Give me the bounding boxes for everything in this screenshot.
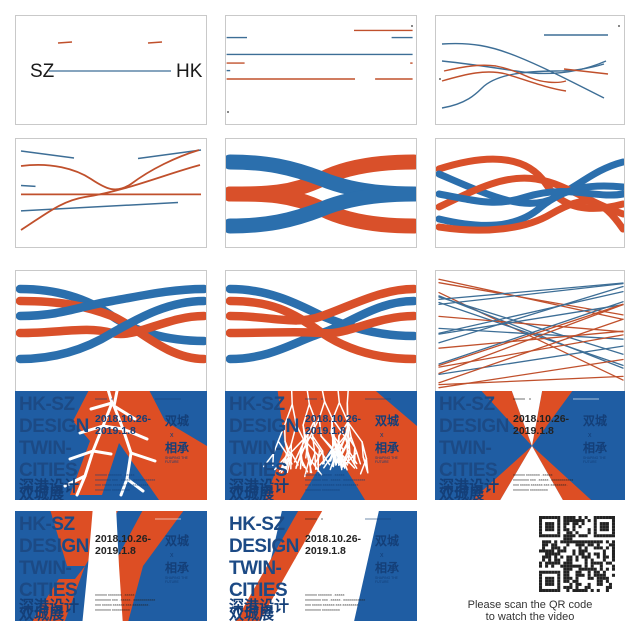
svg-text:XXXXXXXX XXX · XXXXX · XXXXXXX: XXXXXXXX XXX · XXXXX · XXXXXXXXXXX: [305, 598, 365, 602]
svg-text:XXXXXX XXXXXXX · XXXXX: XXXXXX XXXXXXX · XXXXX: [305, 473, 345, 477]
svg-text:x: x: [588, 432, 592, 439]
svg-text:双城: 双城: [165, 413, 189, 428]
svg-text:XXX XXXXX XXXXXX XXX XXXXXXXX: XXX XXXXX XXXXXX XXX XXXXXXXX ·: [513, 483, 568, 487]
svg-text:2018.10.26-: 2018.10.26-: [305, 413, 362, 425]
svg-text:XXXXXXXX XXXXXXXXX: XXXXXXXX XXXXXXXXX: [513, 488, 548, 492]
svg-text:XXXXXX XXXXXXX · XXXXX: XXXXXX XXXXXXX · XXXXX: [513, 473, 553, 477]
svg-text:2019.1.8: 2019.1.8: [305, 425, 346, 437]
svg-text:x: x: [380, 552, 384, 559]
svg-text:DESIGN: DESIGN: [19, 416, 89, 437]
svg-text:相承: 相承: [165, 560, 189, 575]
svg-text:HK-SZ: HK-SZ: [19, 514, 75, 535]
svg-text:TWIN-: TWIN-: [19, 558, 72, 579]
svg-text:FUTURE: FUTURE: [375, 460, 389, 464]
svg-text:XXXXXXXX XXXXXXXXX: XXXXXXXX XXXXXXXXX: [95, 608, 130, 612]
svg-text:FUTURE: FUTURE: [165, 580, 179, 584]
svg-text:SZ: SZ: [30, 61, 55, 82]
svg-text:XXXXXX XXXXXXX · XXXXX: XXXXXX XXXXXXX · XXXXX: [305, 593, 345, 597]
svg-text:x: x: [170, 432, 174, 439]
svg-text:2019.1.8: 2019.1.8: [305, 545, 346, 557]
svg-text:2019.1.8: 2019.1.8: [95, 425, 136, 437]
svg-text:HK-SZ: HK-SZ: [439, 394, 495, 415]
svg-text:TWIN-: TWIN-: [229, 558, 282, 579]
svg-text:相承: 相承: [583, 440, 607, 455]
svg-text:HK-SZ: HK-SZ: [19, 394, 75, 415]
svg-text:双城: 双城: [375, 413, 399, 428]
svg-text:DESIGN: DESIGN: [229, 536, 299, 557]
svg-text:DESIGN: DESIGN: [439, 416, 509, 437]
svg-text:DESIGN: DESIGN: [19, 536, 89, 557]
svg-text:XXXXXXXX XXXXXXXXX: XXXXXXXX XXXXXXXXX: [95, 488, 130, 492]
svg-text:FUTURE: FUTURE: [165, 460, 179, 464]
svg-text:双城: 双城: [583, 413, 607, 428]
svg-text:x: x: [380, 432, 384, 439]
svg-text:相承: 相承: [165, 440, 189, 455]
svg-text:XXXXXXXX XXX · XXXXX · XXXXXXX: XXXXXXXX XXX · XXXXX · XXXXXXXXXXX: [95, 598, 155, 602]
svg-text:to watch the video: to watch the video: [486, 611, 575, 621]
svg-text:2019.1.8: 2019.1.8: [513, 425, 554, 437]
svg-text:双城展: 双城展: [229, 485, 274, 500]
svg-text:XXXXXX XXXXXXX · XXXXX: XXXXXX XXXXXXX · XXXXX: [95, 593, 135, 597]
svg-text:2018.10.26-: 2018.10.26-: [95, 413, 152, 425]
svg-text:双城展: 双城展: [229, 605, 274, 621]
svg-text:2019.1.8: 2019.1.8: [95, 545, 136, 557]
svg-text:双城展: 双城展: [439, 485, 484, 500]
svg-text:XXXXXXXX XXXXXXXXX: XXXXXXXX XXXXXXXXX: [305, 608, 340, 612]
svg-text:XXX XXXXX XXXXXX XXX XXXXXXXX: XXX XXXXX XXXXXX XXX XXXXXXXX ·: [95, 603, 150, 607]
svg-text:FUTURE: FUTURE: [583, 460, 597, 464]
svg-text:XXXXXX XXXXXXX · XXXXX: XXXXXX XXXXXXX · XXXXX: [95, 473, 135, 477]
svg-text:XXX XXXXX XXXXXX XXX XXXXXXXX: XXX XXXXX XXXXXX XXX XXXXXXXX ·: [95, 483, 150, 487]
svg-text:2018.10.26-: 2018.10.26-: [513, 413, 570, 425]
svg-text:XXX XXXXX XXXXXX XXX XXXXXXXX: XXX XXXXX XXXXXX XXX XXXXXXXX ·: [305, 603, 360, 607]
svg-text:HK-SZ: HK-SZ: [229, 514, 285, 535]
svg-text:双城展: 双城展: [19, 605, 64, 621]
svg-text:DESIGN: DESIGN: [229, 416, 299, 437]
svg-text:x: x: [170, 552, 174, 559]
svg-text:XXXXXXXX XXX · XXXXX · XXXXXXX: XXXXXXXX XXX · XXXXX · XXXXXXXXXXX: [305, 478, 365, 482]
svg-text:双城: 双城: [375, 533, 399, 548]
svg-text:XXXXXXXX XXXXXXXXX: XXXXXXXX XXXXXXXXX: [305, 488, 340, 492]
svg-text:相承: 相承: [375, 440, 399, 455]
svg-text:TWIN-: TWIN-: [229, 438, 282, 459]
svg-text:双城: 双城: [165, 533, 189, 548]
svg-text:HK-SZ: HK-SZ: [229, 394, 285, 415]
svg-text:FUTURE: FUTURE: [375, 580, 389, 584]
svg-text:XXX XXXXX XXXXXX XXX XXXXXXXX: XXX XXXXX XXXXXX XXX XXXXXXXX ·: [305, 483, 360, 487]
svg-text:双城展: 双城展: [19, 485, 64, 500]
svg-text:HK: HK: [176, 61, 203, 82]
svg-text:Please scan the QR code: Please scan the QR code: [468, 599, 593, 611]
svg-text:TWIN-: TWIN-: [439, 438, 492, 459]
svg-text:TWIN-: TWIN-: [19, 438, 72, 459]
svg-text:2018.10.26-: 2018.10.26-: [305, 533, 362, 545]
svg-text:相承: 相承: [375, 560, 399, 575]
svg-text:XXXXXXXX XXX · XXXXX · XXXXXXX: XXXXXXXX XXX · XXXXX · XXXXXXXXXXX: [95, 478, 155, 482]
svg-text:2018.10.26-: 2018.10.26-: [95, 533, 152, 545]
svg-text:XXXXXXXX XXX · XXXXX · XXXXXXX: XXXXXXXX XXX · XXXXX · XXXXXXXXXXX: [513, 478, 573, 482]
